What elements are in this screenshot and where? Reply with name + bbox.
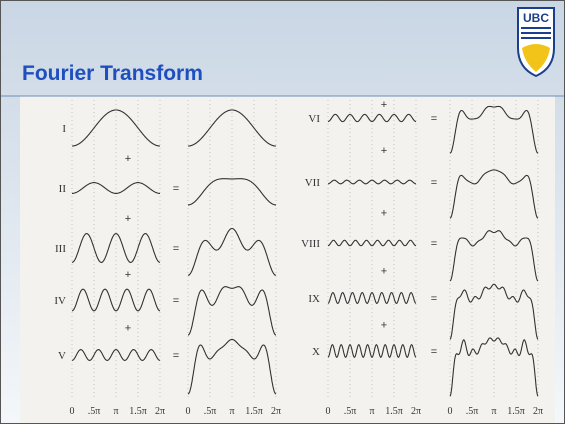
wave bbox=[187, 227, 277, 276]
equals-sign: = bbox=[431, 346, 437, 358]
wave bbox=[187, 286, 277, 336]
plus-sign: + bbox=[125, 269, 131, 281]
row-label: II bbox=[59, 183, 67, 195]
equals-sign: = bbox=[173, 243, 179, 255]
row-label: IX bbox=[308, 293, 320, 305]
wave bbox=[72, 182, 160, 194]
wave bbox=[71, 288, 161, 312]
wave bbox=[328, 179, 416, 185]
equals-sign: = bbox=[173, 350, 179, 362]
axis-tick-label: .5π bbox=[204, 406, 217, 417]
axis-tick-label: 2π bbox=[271, 406, 281, 417]
wave bbox=[449, 283, 539, 340]
axis-tick-label: π bbox=[369, 406, 374, 417]
wave bbox=[188, 178, 276, 206]
axis-tick-label: π bbox=[229, 406, 234, 417]
axis-tick-label: 1.5π bbox=[129, 406, 147, 417]
axis-tick-label: 0 bbox=[186, 406, 191, 417]
axis-tick-label: 1.5π bbox=[245, 406, 263, 417]
wave bbox=[71, 349, 161, 361]
wave bbox=[188, 109, 276, 147]
figure: 0 .5π π 1.5π 2π 0 .5π π 1.5π 2π 0 .5π π 1.5π 2π 0 .5π π 1.… bbox=[54, 99, 543, 417]
wave bbox=[449, 337, 539, 397]
slide-title: Fourier Transform bbox=[22, 62, 203, 85]
wave bbox=[71, 233, 161, 263]
wave bbox=[449, 105, 539, 154]
axis-tick-label: 1.5π bbox=[507, 406, 525, 417]
axis-tick-label: 0 bbox=[448, 406, 453, 417]
row-label: III bbox=[55, 243, 66, 255]
axis-tick-label: .5π bbox=[466, 406, 479, 417]
logo-text: UBC bbox=[523, 11, 549, 25]
wave bbox=[449, 230, 539, 282]
wave bbox=[327, 239, 417, 247]
wave bbox=[327, 344, 417, 358]
axis-tick-label: 2π bbox=[411, 406, 421, 417]
equals-sign: = bbox=[431, 293, 437, 305]
equals-sign: = bbox=[431, 177, 437, 189]
axis-tick-label: 2π bbox=[533, 406, 543, 417]
row-label: VIII bbox=[301, 238, 320, 250]
logo-waves bbox=[521, 27, 551, 39]
equals-sign: = bbox=[431, 113, 437, 125]
plus-sign: + bbox=[381, 99, 387, 111]
plus-sign: + bbox=[125, 153, 131, 165]
plus-sign: + bbox=[381, 145, 387, 157]
axis-tick-label: 1.5π bbox=[385, 406, 403, 417]
plus-sign: + bbox=[381, 320, 387, 332]
wave bbox=[327, 113, 417, 123]
wave bbox=[187, 338, 277, 395]
axis-tick-label: 0 bbox=[326, 406, 331, 417]
logo-sun bbox=[522, 44, 550, 72]
plus-sign: + bbox=[125, 323, 131, 335]
axis-tick-label: .5π bbox=[344, 406, 357, 417]
axis-tick-label: .5π bbox=[88, 406, 101, 417]
axis-tick-label: 2π bbox=[155, 406, 165, 417]
row-label: VI bbox=[308, 113, 320, 125]
axis-tick-label: π bbox=[113, 406, 118, 417]
wave bbox=[449, 169, 539, 219]
equals-sign: = bbox=[431, 238, 437, 250]
logo: UBC bbox=[517, 7, 555, 78]
wave bbox=[327, 291, 417, 305]
plus-sign: + bbox=[381, 208, 387, 220]
equals-sign: = bbox=[173, 183, 179, 195]
row-label: X bbox=[312, 346, 320, 358]
plus-sign: + bbox=[381, 266, 387, 278]
equals-sign: = bbox=[173, 295, 179, 307]
axis-tick-label: π bbox=[491, 406, 496, 417]
row-label: IV bbox=[54, 295, 66, 307]
axis-tick-label: 0 bbox=[70, 406, 75, 417]
figure-paper bbox=[20, 96, 555, 424]
plus-sign: + bbox=[125, 213, 131, 225]
row-label: I bbox=[62, 123, 66, 135]
row-label: VII bbox=[305, 177, 321, 189]
row-label: V bbox=[58, 350, 66, 362]
wave bbox=[72, 109, 160, 147]
